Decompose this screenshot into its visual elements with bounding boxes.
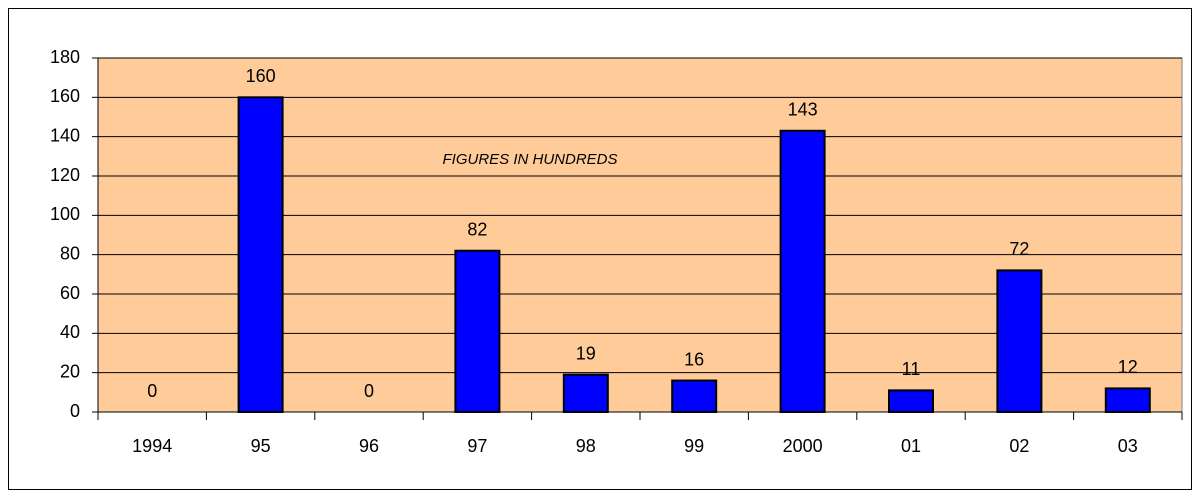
y-tick-label: 60 — [60, 283, 80, 303]
y-tick-label: 20 — [60, 361, 80, 381]
x-tick-label: 97 — [467, 436, 487, 456]
bar — [888, 389, 934, 414]
y-tick-label: 0 — [70, 401, 80, 421]
x-tick-label: 1994 — [132, 436, 172, 456]
x-tick-label: 98 — [576, 436, 596, 456]
data-label: 0 — [364, 381, 374, 401]
y-tick-label: 140 — [50, 125, 80, 145]
x-tick-label: 95 — [251, 436, 271, 456]
y-tick-label: 100 — [50, 204, 80, 224]
data-label: 82 — [467, 219, 487, 239]
data-label: 0 — [147, 381, 157, 401]
x-tick-label: 99 — [684, 436, 704, 456]
data-label: 16 — [684, 349, 704, 369]
data-label: 160 — [246, 66, 276, 86]
y-tick-label: 120 — [50, 165, 80, 185]
y-tick-label: 80 — [60, 243, 80, 263]
bar — [1104, 387, 1151, 413]
x-tick-label: 03 — [1118, 436, 1138, 456]
y-tick-label: 180 — [50, 47, 80, 67]
bar — [996, 269, 1043, 413]
data-label: 143 — [788, 100, 818, 120]
data-label: 19 — [576, 343, 596, 363]
bar — [779, 129, 826, 413]
data-label: 72 — [1009, 239, 1029, 259]
x-tick-label: 2000 — [783, 436, 823, 456]
bar — [562, 373, 609, 413]
x-tick-label: 96 — [359, 436, 379, 456]
annotation: FIGURES IN HUNDREDS — [442, 151, 617, 168]
bar — [454, 249, 501, 413]
y-tick-label: 40 — [60, 322, 80, 342]
x-tick-label: 01 — [901, 436, 921, 456]
bar — [237, 96, 284, 413]
data-label: 11 — [902, 359, 921, 379]
data-label: 12 — [1118, 357, 1138, 377]
y-tick-label: 160 — [50, 86, 80, 106]
bar — [671, 379, 718, 413]
x-tick-label: 02 — [1009, 436, 1029, 456]
